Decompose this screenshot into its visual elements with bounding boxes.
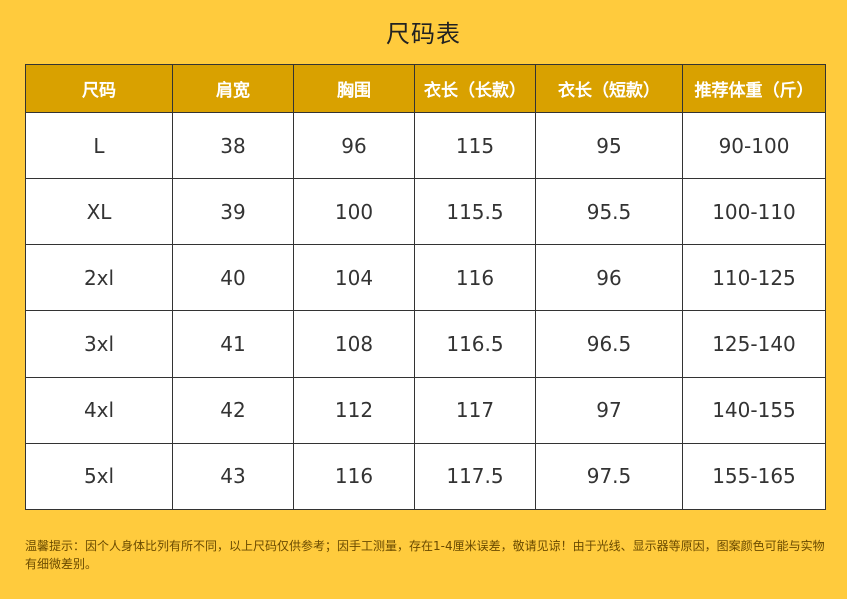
table-header-row: 尺码 肩宽 胸围 衣长（长款） 衣长（短款） 推荐体重（斤） xyxy=(25,64,826,113)
table-row: 4xl 42 112 117 97 140-155 xyxy=(25,376,826,444)
table-cell: 110-125 xyxy=(682,244,826,312)
table-cell: 100 xyxy=(293,178,415,246)
table-cell: 155-165 xyxy=(682,442,826,511)
header-length-short: 衣长（短款） xyxy=(535,64,683,113)
table-cell: 112 xyxy=(293,376,415,444)
disclaimer-note: 温馨提示：因个人身体比列有所不同，以上尺码仅供参考；因手工测量，存在1-4厘米误… xyxy=(25,539,825,571)
table-cell: 116 xyxy=(414,244,536,312)
table-cell: 140-155 xyxy=(682,376,826,444)
table-cell: 96.5 xyxy=(535,310,683,378)
table-cell: 2xl xyxy=(25,244,173,312)
size-chart-table: 尺码 肩宽 胸围 衣长（长款） 衣长（短款） 推荐体重（斤） L 38 96 1… xyxy=(25,64,826,511)
table-cell: 41 xyxy=(172,310,294,378)
header-recommended-weight: 推荐体重（斤） xyxy=(682,64,826,113)
table-cell: 117 xyxy=(414,376,536,444)
table-cell: 95 xyxy=(535,111,683,180)
table-cell: 4xl xyxy=(25,376,173,444)
table-cell: 39 xyxy=(172,178,294,246)
table-cell: 95.5 xyxy=(535,178,683,246)
table-cell: 3xl xyxy=(25,310,173,378)
table-cell: 90-100 xyxy=(682,111,826,180)
table-cell: 108 xyxy=(293,310,415,378)
table-row: 2xl 40 104 116 96 110-125 xyxy=(25,244,826,312)
table-cell: 40 xyxy=(172,244,294,312)
table-cell: 115.5 xyxy=(414,178,536,246)
table-cell: XL xyxy=(25,178,173,246)
header-size: 尺码 xyxy=(25,64,173,113)
header-shoulder-width: 肩宽 xyxy=(172,64,294,113)
table-cell: 38 xyxy=(172,111,294,180)
table-cell: 96 xyxy=(535,244,683,312)
table-cell: 104 xyxy=(293,244,415,312)
table-cell: 42 xyxy=(172,376,294,444)
table-row: L 38 96 115 95 90-100 xyxy=(25,111,826,180)
table-cell: 100-110 xyxy=(682,178,826,246)
table-cell: 5xl xyxy=(25,442,173,511)
table-cell: L xyxy=(25,111,173,180)
table-cell: 115 xyxy=(414,111,536,180)
table-row: XL 39 100 115.5 95.5 100-110 xyxy=(25,178,826,246)
table-cell: 125-140 xyxy=(682,310,826,378)
table-cell: 116 xyxy=(293,442,415,511)
table-row: 3xl 41 108 116.5 96.5 125-140 xyxy=(25,310,826,378)
page-title: 尺码表 xyxy=(386,20,461,48)
table-cell: 97.5 xyxy=(535,442,683,511)
header-length-long: 衣长（长款） xyxy=(414,64,536,113)
table-cell: 97 xyxy=(535,376,683,444)
table-cell: 43 xyxy=(172,442,294,511)
table-cell: 116.5 xyxy=(414,310,536,378)
table-cell: 96 xyxy=(293,111,415,180)
table-cell: 117.5 xyxy=(414,442,536,511)
table-row: 5xl 43 116 117.5 97.5 155-165 xyxy=(25,442,826,511)
header-chest: 胸围 xyxy=(293,64,415,113)
